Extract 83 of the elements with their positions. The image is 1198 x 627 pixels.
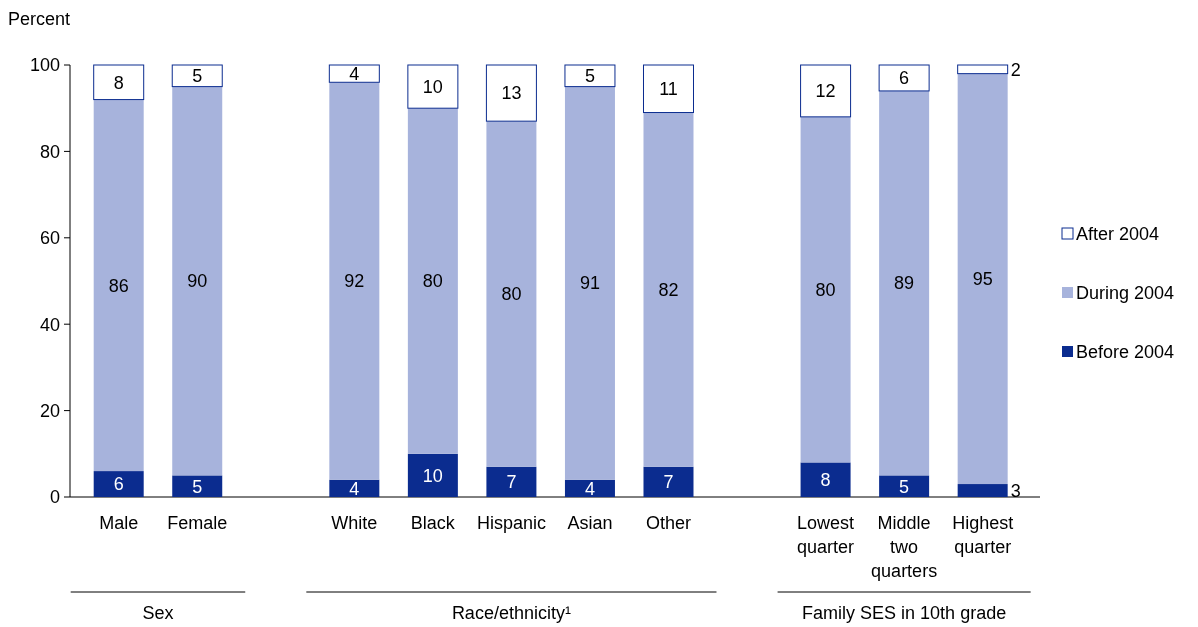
data-label: 86 — [108, 275, 129, 296]
bar — [329, 479, 380, 497]
bar — [800, 462, 851, 497]
data-label: 11 — [659, 79, 678, 100]
y-tick-label: 100 — [29, 55, 60, 76]
data-label: 89 — [894, 273, 915, 294]
bar — [879, 90, 930, 476]
bar — [329, 82, 380, 480]
bar — [172, 86, 223, 476]
bar — [957, 73, 1008, 485]
text: Family SES in 10th grade — [802, 603, 1007, 623]
data-label: 95 — [972, 269, 993, 290]
data-label: 5 — [584, 66, 595, 87]
bar — [93, 99, 144, 472]
x-tick-label: White — [331, 513, 378, 533]
bar — [957, 484, 1008, 497]
data-label: 13 — [501, 83, 522, 104]
bar — [642, 64, 694, 114]
x-tick-label: Black — [410, 513, 456, 533]
bar — [957, 64, 1009, 75]
bar — [407, 108, 458, 454]
y-tick-label: 80 — [39, 141, 60, 162]
data-label: 90 — [187, 271, 208, 292]
data-label: 91 — [579, 273, 600, 294]
x-tick-label: Lowest quarter — [797, 513, 855, 557]
x-tick-label: Asian — [567, 513, 613, 533]
bar — [486, 466, 537, 497]
data-label: 10 — [422, 76, 443, 97]
y-axis-title: Percent — [8, 9, 71, 29]
bar — [643, 466, 694, 497]
x-tick-label: Female — [167, 513, 228, 533]
data-label: 8 — [820, 470, 831, 491]
bar — [407, 453, 458, 497]
data-label: 5 — [192, 66, 203, 87]
data-label: 4 — [349, 63, 360, 84]
bar — [879, 475, 930, 497]
data-label: 5 — [899, 476, 910, 497]
text: Race/ethnicity¹ — [451, 603, 571, 623]
bar — [485, 64, 537, 122]
data-label: 6 — [113, 474, 124, 495]
bar — [564, 64, 616, 88]
bar — [564, 479, 615, 497]
bar — [328, 64, 380, 83]
bar — [93, 64, 145, 101]
data-label: 8 — [113, 72, 124, 93]
data-label: 80 — [815, 279, 836, 300]
data-label: 10 — [422, 465, 443, 486]
data-label: 4 — [349, 478, 360, 499]
legend-label: After 2004 — [1076, 224, 1160, 245]
legend-label: During 2004 — [1076, 283, 1175, 304]
x-tick-label: Hispanic — [476, 513, 546, 533]
bar — [564, 86, 615, 480]
y-tick-label: 0 — [49, 487, 60, 508]
data-label: 2 — [1010, 59, 1021, 80]
data-label: 5 — [192, 476, 203, 497]
data-label: 80 — [422, 271, 443, 292]
y-tick-label: 20 — [39, 400, 60, 421]
bar — [486, 121, 537, 467]
data-label: 12 — [815, 81, 836, 102]
data-label: 6 — [899, 68, 910, 89]
x-tick-label: Middle two quarters — [871, 513, 938, 581]
data-label: 80 — [501, 284, 522, 305]
bar — [643, 112, 694, 467]
x-tick-label: Highest quarter — [952, 513, 1014, 557]
x-tick-label: Other — [645, 513, 692, 533]
data-label: 7 — [663, 472, 674, 493]
bar — [171, 64, 223, 88]
bar — [800, 64, 852, 118]
bar — [93, 471, 144, 497]
bar — [407, 64, 459, 109]
data-label: 7 — [506, 472, 517, 493]
bar — [172, 475, 223, 497]
y-tick-label: 40 — [39, 314, 60, 335]
data-label: 4 — [584, 478, 595, 499]
legend-label: Before 2004 — [1076, 342, 1175, 363]
data-label: 3 — [1010, 480, 1021, 501]
text: Sex — [142, 603, 174, 623]
bar — [878, 64, 930, 92]
data-label: 82 — [658, 279, 679, 300]
data-label: 92 — [344, 271, 365, 292]
y-tick-label: 60 — [39, 228, 60, 249]
bar — [800, 116, 851, 463]
x-tick-label: Male — [99, 513, 139, 533]
